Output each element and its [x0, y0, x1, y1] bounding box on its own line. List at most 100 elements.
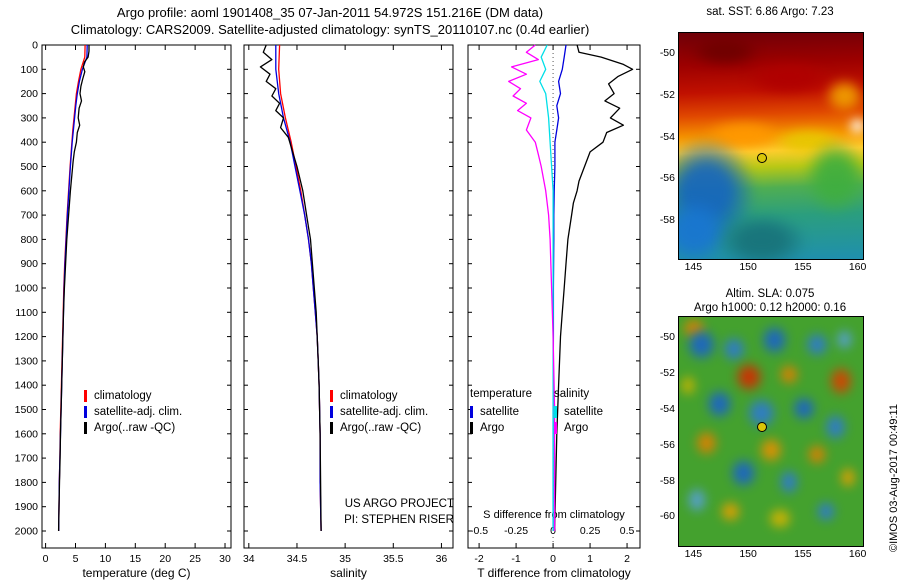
difference-panel: -2 -1 0 1 2 T difference from climatology S di…	[460, 38, 648, 580]
map-color-blob	[743, 60, 836, 97]
salinity-legend-column: salinity satellite Argo	[554, 388, 603, 436]
sla-map	[678, 316, 864, 547]
map-color-blob	[824, 78, 863, 115]
map-color-blob	[791, 394, 817, 423]
map-color-blob	[693, 429, 720, 457]
x-axis-label: T difference from climatology	[477, 566, 631, 580]
x-tick-label: -2	[474, 553, 483, 565]
sla-map-title: Altim. SLA: 0.075	[725, 288, 815, 300]
legend-item-t-argo: Argo	[470, 420, 532, 436]
map-color-blob	[728, 456, 759, 489]
argo-float-marker	[757, 152, 768, 163]
secondary-tick-label: 0.25	[580, 525, 601, 537]
climatology-swatch	[330, 390, 333, 402]
plot-frame	[41, 44, 232, 549]
x-tick-label: 2	[624, 553, 630, 565]
legend-label: satellite-adj. clim.	[340, 406, 429, 418]
map-color-blob	[815, 500, 838, 524]
map-color-blob	[688, 35, 762, 67]
map-color-blob	[679, 374, 698, 398]
legend-header: temperature	[470, 388, 533, 400]
plot-frame	[243, 44, 454, 549]
legend-label: Argo(..raw -QC)	[94, 422, 176, 434]
map-xtick-label: 155	[794, 261, 812, 273]
map-color-blob	[778, 362, 801, 386]
sst-map-title: sat. SST: 6.86 Argo: 7.23	[706, 6, 834, 18]
x-axis-label: salinity	[330, 566, 367, 580]
project-line1: US ARGO PROJECT	[344, 498, 454, 510]
temperature-panel: 0 5 10 15 20 25 30 0 100 200 300 400 500 600 700 800 900…	[8, 38, 238, 580]
depth-tick-label: 1900	[15, 501, 39, 513]
series-satellite	[539, 44, 554, 531]
depth-tick-label: 1300	[15, 355, 39, 367]
salinity-legend: climatology satellite-adj. clim. Argo(..…	[330, 388, 428, 436]
depth-tick-label: 1700	[15, 453, 39, 465]
map-color-blob	[719, 500, 742, 524]
map-color-blob	[721, 335, 748, 363]
map-color-blob	[684, 327, 718, 362]
x-tick-label: 1	[587, 553, 593, 565]
x-tick-label: 0	[43, 553, 49, 565]
map-color-blob	[828, 365, 854, 398]
x-tick-label: 36	[436, 553, 448, 565]
depth-tick-label: 800	[20, 234, 38, 246]
map-color-blob	[835, 328, 854, 352]
depth-tick-label: 100	[20, 64, 38, 76]
sst-ytick-labels: -50 -52 -54 -56 -58	[660, 32, 676, 258]
imos-credit: ©IMOS 03-Aug-2017 00:49:11	[888, 404, 900, 552]
x-tick-label: -1	[511, 553, 520, 565]
series-satellite-adj-clim-	[58, 44, 88, 532]
salinity-panel: 34 34.5 35 35.5 36 salinity climatology satel…	[232, 38, 460, 580]
legend-label: Argo(..raw -QC)	[340, 422, 422, 434]
x-tick-label: 25	[189, 553, 201, 565]
map-ytick-label: -56	[659, 172, 675, 185]
series-climatology	[58, 44, 86, 532]
x-tick-label: 34	[243, 553, 255, 565]
series-argo-raw-qc-	[57, 45, 90, 532]
map-color-blob	[778, 468, 801, 496]
depth-tick-label: 1800	[15, 477, 39, 489]
t-satellite-swatch	[470, 406, 473, 418]
depth-tick-label: 1000	[15, 282, 39, 294]
sla-xtick-labels: 145 150 155 160	[678, 548, 867, 561]
map-ytick-label: -56	[659, 438, 675, 451]
map-color-blob	[704, 387, 735, 421]
depth-tick-label: 1600	[15, 428, 39, 440]
series-argo	[508, 44, 556, 531]
map-color-blob	[686, 486, 709, 514]
series-argo-raw-qc-	[259, 44, 322, 532]
map-ytick-label: -54	[659, 130, 675, 143]
depth-tick-label: 300	[20, 112, 38, 124]
secondary-tick-label: -0.5	[470, 525, 488, 537]
depth-tick-label: 400	[20, 137, 38, 149]
temperature-legend-column: temperature satellite Argo	[470, 388, 532, 436]
s-satellite-swatch	[554, 406, 558, 418]
legend-item-t-satellite: satellite	[470, 404, 532, 420]
map-color-blob	[734, 360, 764, 393]
legend-item-climatology: climatology	[84, 388, 182, 404]
legend-item-argo: Argo(..raw -QC)	[330, 420, 428, 436]
depth-tick-label: 900	[20, 258, 38, 270]
satellite-adj-swatch	[84, 406, 87, 418]
x-tick-label: 34.5	[287, 553, 308, 565]
sla-ytick-labels: -50 -52 -54 -56 -58 -60	[660, 316, 676, 545]
temperature-legend: climatology satellite-adj. clim. Argo(..…	[84, 388, 182, 436]
legend-item-s-argo: Argo	[554, 420, 603, 436]
project-line2: PI: STEPHEN RISER	[344, 514, 454, 526]
depth-tick-label: 2000	[15, 525, 39, 537]
map-color-blob	[804, 330, 830, 359]
depth-tick-label: 0	[32, 40, 38, 52]
legend-header: salinity	[554, 388, 590, 400]
map-color-blob	[839, 465, 858, 489]
map-ytick-label: -52	[659, 88, 675, 101]
map-color-blob	[767, 507, 794, 530]
argo-swatch	[330, 422, 333, 434]
argo-swatch	[84, 422, 87, 434]
x-tick-label: 15	[129, 553, 141, 565]
map-ytick-label: -58	[659, 474, 675, 487]
map-color-blob	[759, 323, 790, 356]
plot-frame	[467, 44, 641, 549]
map-color-blob	[803, 139, 863, 217]
legend-label: Argo	[564, 422, 589, 434]
